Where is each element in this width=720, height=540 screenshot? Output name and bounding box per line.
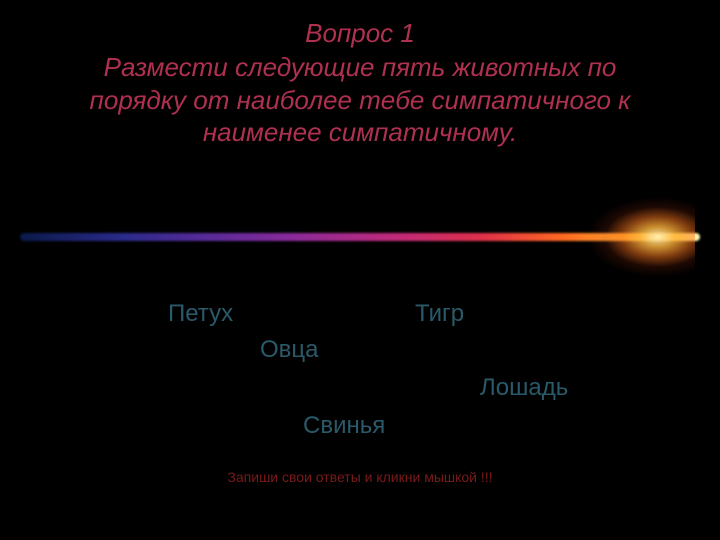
header-block: Вопрос 1 Размести следующие пять животны… xyxy=(0,0,720,149)
gradient-bar-wrap xyxy=(20,222,700,252)
footer-instruction: Запиши свои ответы и кликни мышкой !!! xyxy=(0,469,720,485)
animal-label: Овца xyxy=(260,336,319,364)
question-title: Вопрос 1 xyxy=(0,18,720,49)
animal-label: Тигр xyxy=(415,300,464,328)
question-subtitle: Размести следующие пять животных по поря… xyxy=(0,51,720,149)
animal-label: Лошадь xyxy=(480,374,568,402)
subtitle-line: Размести следующие пять животных по xyxy=(104,52,617,82)
subtitle-line: порядку от наиболее тебе симпатичного к xyxy=(90,85,631,115)
subtitle-line: наименее симпатичному. xyxy=(203,117,517,147)
animal-label: Свинья xyxy=(303,412,385,440)
spectrum-bar xyxy=(20,233,700,241)
animal-label: Петух xyxy=(168,300,233,328)
